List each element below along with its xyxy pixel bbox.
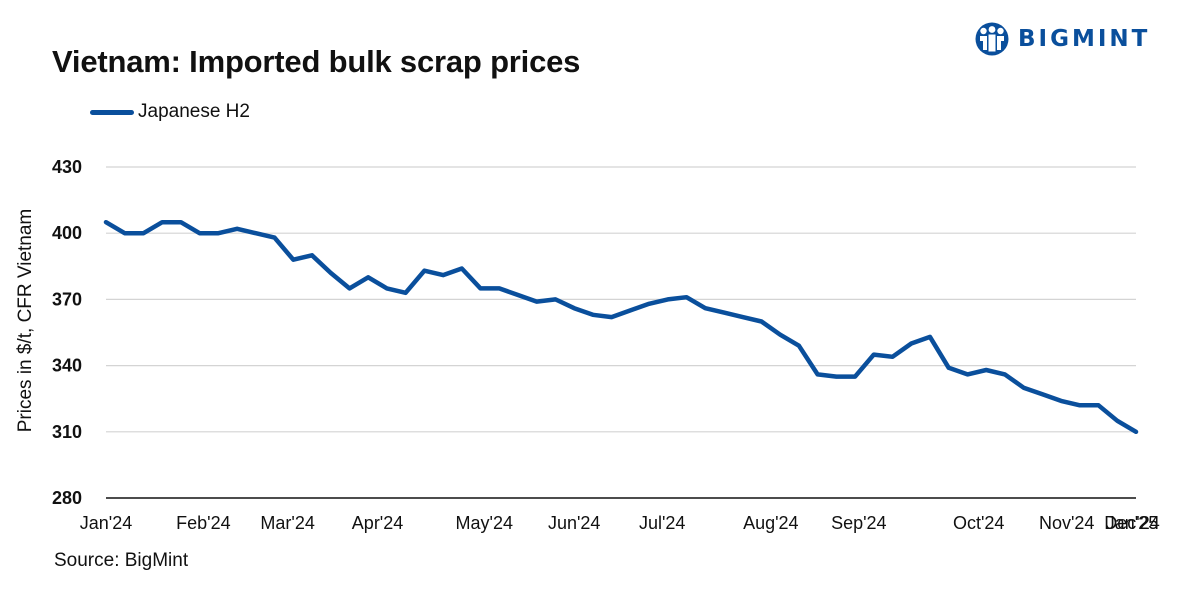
y-axis-label: Prices in $/t, CFR Vietnam [15,209,36,433]
x-tick-label: Dec'24 [1104,513,1159,533]
y-tick-label: 280 [52,488,82,508]
legend-swatch [90,109,134,115]
x-tick-label: Apr'24 [352,513,403,533]
x-tick-label: Jul'24 [639,513,685,533]
chart-title: Vietnam: Imported bulk scrap prices [52,44,581,79]
series-layer [103,219,1139,435]
source-note: Source: BigMint [54,550,189,571]
x-tick-label: Nov'24 [1039,513,1094,533]
y-tick-label: 310 [52,422,82,442]
x-tick-label: Jan'24 [80,513,132,533]
x-tick-label: May'24 [456,513,513,533]
brand-logo: BIGMINT [974,22,1150,56]
x-tick-label: Mar'24 [260,513,314,533]
y-tick-label: 340 [52,356,82,376]
brand-name: BIGMINT [1018,26,1151,52]
people-group-icon [975,22,1009,56]
x-tick-label: Oct'24 [953,513,1004,533]
chart-grid [106,166,1136,433]
y-axis-ticks: 280 310 340 370 400 430 [52,157,82,508]
x-tick-label: Feb'24 [176,513,230,533]
y-tick-label: 430 [52,157,82,177]
x-tick-label: Aug'24 [743,513,799,533]
x-tick-label: Sep'24 [831,513,887,533]
chart-legend: Japanese H2 [90,101,250,123]
y-tick-label: 400 [52,223,82,243]
x-axis-ticks: Jan'24 Feb'24 Mar'24 Apr'24 May'24 Jun'24 Jul'… [80,513,1160,533]
x-tick-label: Jan'25 [1106,513,1158,533]
legend-label: Japanese H2 [138,101,250,122]
series-line-japanese-h2 [103,219,1139,435]
y-tick-label: 370 [52,289,82,309]
x-tick-label: Jun'24 [548,513,600,533]
